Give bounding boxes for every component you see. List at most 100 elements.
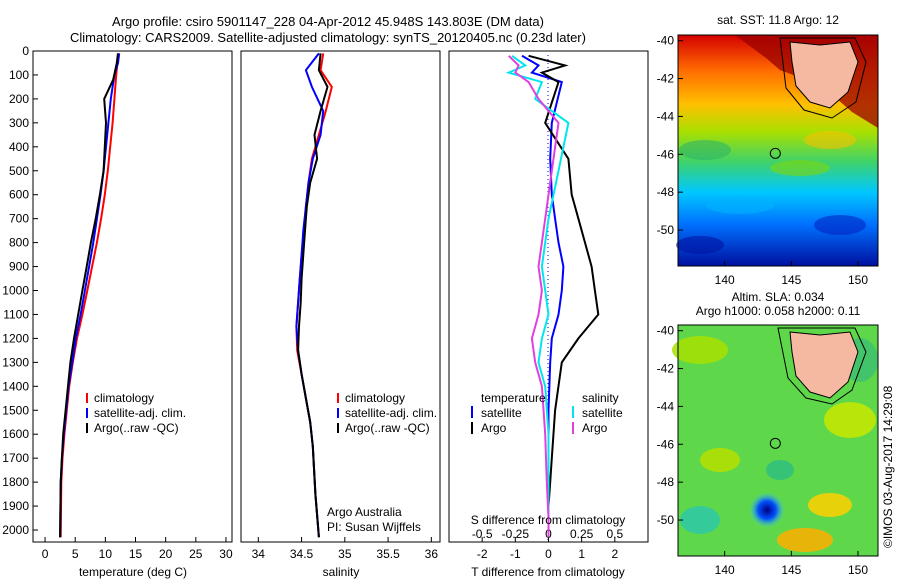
depth-tick-label: 1100: [3, 307, 29, 321]
series-line-salinity-argo: [508, 55, 560, 538]
lat-tick-label: -42: [657, 362, 675, 376]
legend-satellite: satellite-adj. clim.: [94, 406, 186, 420]
depth-tick-label: 1900: [2, 499, 29, 513]
temperature-x-axis: 0 5 10 15 20 25 30: [42, 537, 233, 561]
depth-tick-label: 200: [9, 92, 29, 106]
depth-tick-label: 100: [9, 68, 29, 82]
x-tick-label: 35: [338, 547, 352, 561]
x-tick-label: 36: [425, 547, 439, 561]
lat-tick-label: -48: [657, 185, 675, 199]
legend-climatology: climatology: [345, 391, 405, 405]
imos-stamp: ©IMOS 03-Aug-2017 14:29:08: [881, 385, 895, 548]
x-tick-label: 35.5: [376, 547, 400, 561]
difference-legend: temperature satellite Argo salinity sate…: [471, 391, 623, 435]
sst-map-title: sat. SST: 11.8 Argo: 12: [717, 13, 839, 27]
depth-tick-label: 700: [9, 212, 29, 226]
lat-tick-label: -44: [657, 109, 675, 123]
legend-sal-argo: Argo: [582, 421, 608, 435]
series-line-argo-raw-qc-: [297, 53, 329, 538]
lat-tick-label: -50: [657, 513, 675, 527]
salinity-legend: climatology satellite-adj. clim. Argo(..…: [337, 391, 437, 435]
x-tick-label: 25: [189, 547, 203, 561]
difference-panel: -2 -1 0 1 2-0.5 -0.25 0 0.25 0.5 S difference fr…: [448, 50, 649, 579]
x-tick-label: 15: [129, 547, 143, 561]
argo-australia-note: Argo Australia: [327, 505, 402, 519]
sst-map: sat. SST: 11.8 Argo: 12 -40 -42 -44 -46 -48 -…: [657, 13, 879, 287]
sst-mottle: [676, 131, 866, 254]
depth-tick-label: 0: [22, 44, 29, 58]
depth-tick-label: 1300: [2, 355, 29, 369]
temperature-panel: 0100200300400500600700800900100011001200…: [2, 44, 233, 579]
x-tick-label: 34: [252, 547, 266, 561]
x-tick-label: 10: [99, 547, 113, 561]
legend-argo: Argo(..raw -QC): [94, 421, 179, 435]
lat-tick-label: -40: [657, 324, 675, 338]
series-line-argo-raw-qc-: [59, 53, 119, 538]
x-tick-label: 30: [219, 547, 233, 561]
sst-map-axes: -40 -42 -44 -46 -48 -50 140 145 150: [657, 34, 869, 287]
x-tick-label: 0: [545, 547, 552, 561]
x-tick-label: 0: [42, 547, 49, 561]
lon-tick-label: 150: [848, 273, 868, 287]
depth-tick-label: 1800: [2, 475, 29, 489]
lon-tick-label: 140: [715, 563, 735, 577]
legend-salinity-title: salinity: [582, 391, 619, 405]
depth-tick-label: 1200: [2, 331, 29, 345]
difference-profile-lines: [505, 54, 600, 538]
depth-tick-label: 1700: [2, 451, 29, 465]
depth-tick-label: 1600: [2, 427, 29, 441]
lon-tick-label: 145: [781, 273, 801, 287]
legend-temperature-title: temperature: [481, 391, 546, 405]
series-line-salinity-satellite: [505, 54, 570, 538]
x-tick-label: 2: [611, 547, 618, 561]
depth-tick-label: 300: [9, 116, 29, 130]
s-diff-tick-label: -0.5: [472, 527, 493, 541]
tasmania-landmass: [789, 331, 859, 399]
lat-tick-label: -46: [657, 147, 675, 161]
temperature-legend: climatology satellite-adj. clim. Argo(..…: [86, 391, 186, 435]
x-tick-label: -1: [510, 547, 521, 561]
s-diff-tick-label: 0.25: [570, 527, 594, 541]
depth-tick-label: 900: [9, 260, 29, 274]
salinity-profile-lines: [295, 52, 333, 538]
lat-tick-label: -40: [657, 34, 675, 48]
salinity-axis-label: salinity: [323, 565, 360, 579]
float-position-marker: [769, 437, 781, 449]
lat-tick-label: -50: [657, 223, 675, 237]
lat-tick-label: -46: [657, 437, 675, 451]
legend-temp-argo: Argo: [481, 421, 507, 435]
depth-tick-label: 1500: [2, 403, 29, 417]
float-position-marker: [769, 147, 781, 159]
depth-tick-label: 1400: [2, 379, 29, 393]
s-diff-tick-label: -0.25: [502, 527, 530, 541]
depth-tick-label: 400: [9, 140, 29, 154]
x-tick-label: 20: [159, 547, 173, 561]
sla-isobath: [777, 327, 867, 405]
legend-satellite: satellite-adj. clim.: [345, 406, 437, 420]
depth-axis: 0 100 200 300 400 500 600 700 800 900 1000 1100 1200…: [2, 44, 38, 537]
sla-map-title-2: Argo h1000: 0.058 h2000: 0.11: [696, 304, 861, 318]
legend-temp-satellite: satellite: [481, 406, 522, 420]
sla-map-axes: -40 -42 -44 -46 -48 -50 140 145 150: [657, 324, 869, 577]
lat-tick-label: -48: [657, 475, 675, 489]
lat-tick-label: -42: [657, 72, 675, 86]
depth-tick-label: 1000: [2, 284, 29, 298]
temperature-profile-lines: [59, 53, 121, 538]
difference-axis-label: T difference from climatology: [471, 565, 625, 579]
sla-map-title-1: Altim. SLA: 0.034: [732, 290, 825, 304]
salinity-panel: 34 34.5 35 35.5 36 salinity climatology sate…: [240, 50, 441, 579]
header-line2: Climatology: CARS2009. Satellite-adjuste…: [70, 30, 586, 45]
cold-eddy: [749, 492, 785, 528]
header-line1: Argo profile: csiro 5901147_228 04-Apr-2…: [112, 14, 544, 29]
temperature-axis-label: temperature (deg C): [79, 565, 187, 579]
depth-tick-label: 800: [9, 236, 29, 250]
legend-climatology: climatology: [94, 391, 154, 405]
x-tick-label: 1: [578, 547, 585, 561]
sla-mottle: [672, 336, 878, 552]
sla-map: Altim. SLA: 0.034 Argo h1000: 0.058 h200…: [657, 290, 879, 577]
lon-tick-label: 150: [848, 563, 868, 577]
depth-tick-label: 600: [9, 188, 29, 202]
legend-argo: Argo(..raw -QC): [345, 421, 430, 435]
depth-tick-label: 2000: [2, 523, 29, 537]
